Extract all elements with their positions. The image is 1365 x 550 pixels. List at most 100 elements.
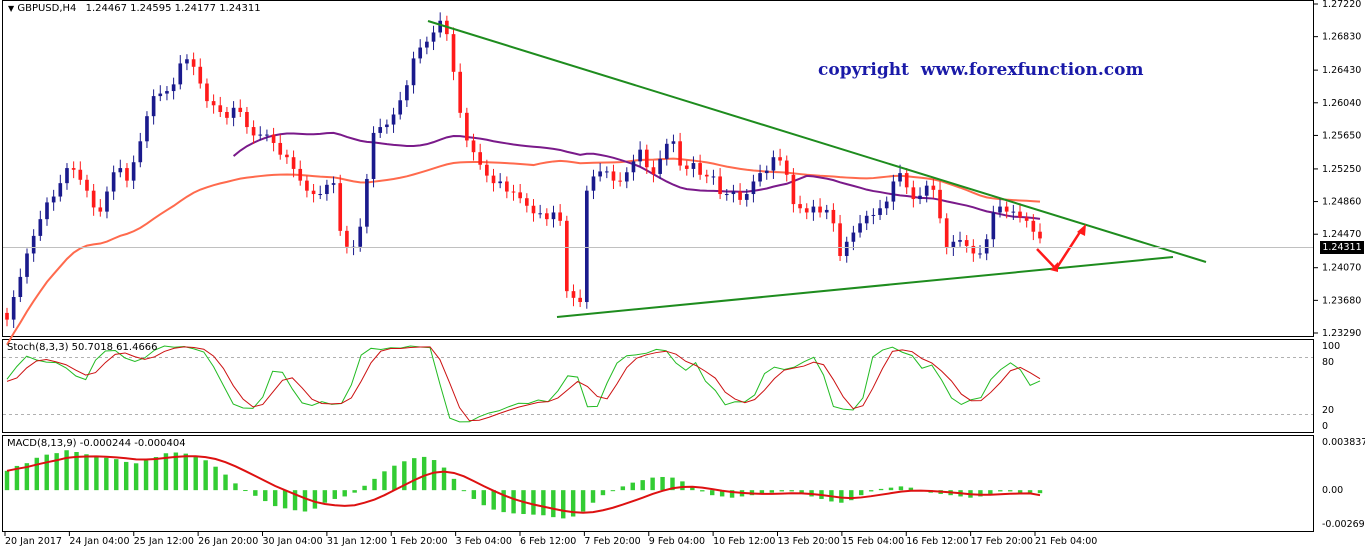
candle[interactable]: [824, 204, 829, 220]
candle[interactable]: [798, 195, 802, 214]
candle[interactable]: [598, 163, 602, 182]
candle[interactable]: [245, 106, 249, 134]
macd-bar[interactable]: [988, 490, 993, 494]
macd-bar[interactable]: [769, 490, 775, 493]
candle[interactable]: [1011, 204, 1016, 220]
candle[interactable]: [71, 161, 76, 179]
candle[interactable]: [904, 168, 909, 195]
stoch-signal-line[interactable]: [6, 346, 1041, 422]
candle[interactable]: [305, 175, 309, 198]
macd-bar[interactable]: [779, 490, 784, 492]
candle[interactable]: [1018, 203, 1022, 223]
candle[interactable]: [271, 127, 276, 152]
candle[interactable]: [618, 172, 622, 187]
stoch-main-line[interactable]: [6, 345, 1041, 423]
macd-bar[interactable]: [203, 460, 208, 491]
candle[interactable]: [58, 174, 63, 202]
candle[interactable]: [18, 268, 23, 303]
macd-bar[interactable]: [570, 490, 576, 517]
candle[interactable]: [684, 160, 689, 176]
candle[interactable]: [525, 193, 529, 213]
candle[interactable]: [818, 198, 822, 218]
candle[interactable]: [38, 210, 43, 241]
candle[interactable]: [311, 183, 316, 203]
candle[interactable]: [551, 205, 556, 228]
candle[interactable]: [898, 164, 902, 187]
macd-bar[interactable]: [640, 480, 645, 491]
candle[interactable]: [285, 149, 289, 164]
fast-moving-average[interactable]: [232, 131, 1041, 220]
macd-bar[interactable]: [243, 490, 248, 492]
macd-bar[interactable]: [839, 490, 844, 503]
macd-bar[interactable]: [1027, 490, 1033, 493]
macd-bar[interactable]: [322, 490, 328, 503]
candle[interactable]: [398, 91, 403, 120]
candle[interactable]: [405, 80, 409, 107]
macd-bar[interactable]: [531, 490, 536, 515]
candle[interactable]: [518, 183, 522, 204]
macd-bar[interactable]: [620, 486, 626, 491]
lower-trendline[interactable]: [556, 256, 1174, 318]
candle[interactable]: [891, 174, 896, 210]
candle[interactable]: [218, 96, 223, 118]
candle[interactable]: [125, 163, 129, 188]
macd-bar[interactable]: [491, 490, 496, 510]
candle[interactable]: [451, 27, 456, 81]
candle[interactable]: [98, 199, 103, 217]
macd-bar[interactable]: [153, 457, 159, 491]
macd-bar[interactable]: [292, 490, 298, 511]
macd-bar[interactable]: [114, 459, 119, 491]
macd-bar[interactable]: [302, 490, 308, 512]
candle[interactable]: [631, 154, 636, 181]
macd-bar[interactable]: [580, 490, 586, 512]
candle[interactable]: [884, 196, 889, 215]
candle[interactable]: [151, 89, 156, 125]
candle[interactable]: [251, 120, 256, 144]
candle[interactable]: [425, 36, 429, 55]
macd-bar[interactable]: [710, 490, 715, 496]
candle[interactable]: [85, 174, 89, 198]
price-pane[interactable]: [2, 0, 1314, 337]
candle[interactable]: [211, 94, 216, 114]
candle[interactable]: [991, 205, 996, 248]
candle[interactable]: [165, 86, 169, 101]
macd-bar[interactable]: [183, 453, 189, 491]
macd-bar[interactable]: [104, 457, 109, 491]
candle[interactable]: [778, 148, 782, 166]
candle[interactable]: [265, 129, 269, 142]
candle[interactable]: [538, 204, 542, 219]
macd-bar[interactable]: [660, 476, 665, 491]
candle[interactable]: [258, 126, 263, 141]
macd-bar[interactable]: [908, 487, 914, 491]
candle[interactable]: [298, 160, 303, 186]
candle[interactable]: [751, 174, 756, 203]
candle[interactable]: [25, 248, 29, 284]
candle[interactable]: [318, 185, 323, 200]
candle[interactable]: [958, 231, 962, 247]
macd-bar[interactable]: [14, 465, 20, 491]
macd-bar[interactable]: [412, 458, 417, 491]
candle[interactable]: [724, 189, 729, 201]
candle[interactable]: [171, 77, 176, 100]
candle[interactable]: [185, 54, 189, 71]
macd-bar[interactable]: [729, 490, 735, 498]
macd-bar[interactable]: [1007, 490, 1013, 492]
candle[interactable]: [558, 204, 562, 226]
candle[interactable]: [45, 197, 49, 226]
candle[interactable]: [998, 198, 1002, 218]
candle[interactable]: [918, 187, 922, 205]
macd-bar[interactable]: [680, 481, 685, 491]
macd-bar[interactable]: [392, 465, 397, 491]
candle[interactable]: [858, 214, 862, 238]
candle[interactable]: [638, 141, 642, 167]
candle[interactable]: [178, 55, 183, 90]
macd-bar[interactable]: [799, 490, 804, 494]
macd-bar[interactable]: [700, 490, 705, 492]
candle[interactable]: [911, 180, 916, 208]
candle[interactable]: [65, 163, 69, 190]
candle[interactable]: [791, 168, 796, 213]
candle[interactable]: [545, 208, 549, 226]
candle[interactable]: [118, 159, 123, 178]
candle[interactable]: [225, 106, 229, 125]
candle[interactable]: [938, 181, 942, 224]
